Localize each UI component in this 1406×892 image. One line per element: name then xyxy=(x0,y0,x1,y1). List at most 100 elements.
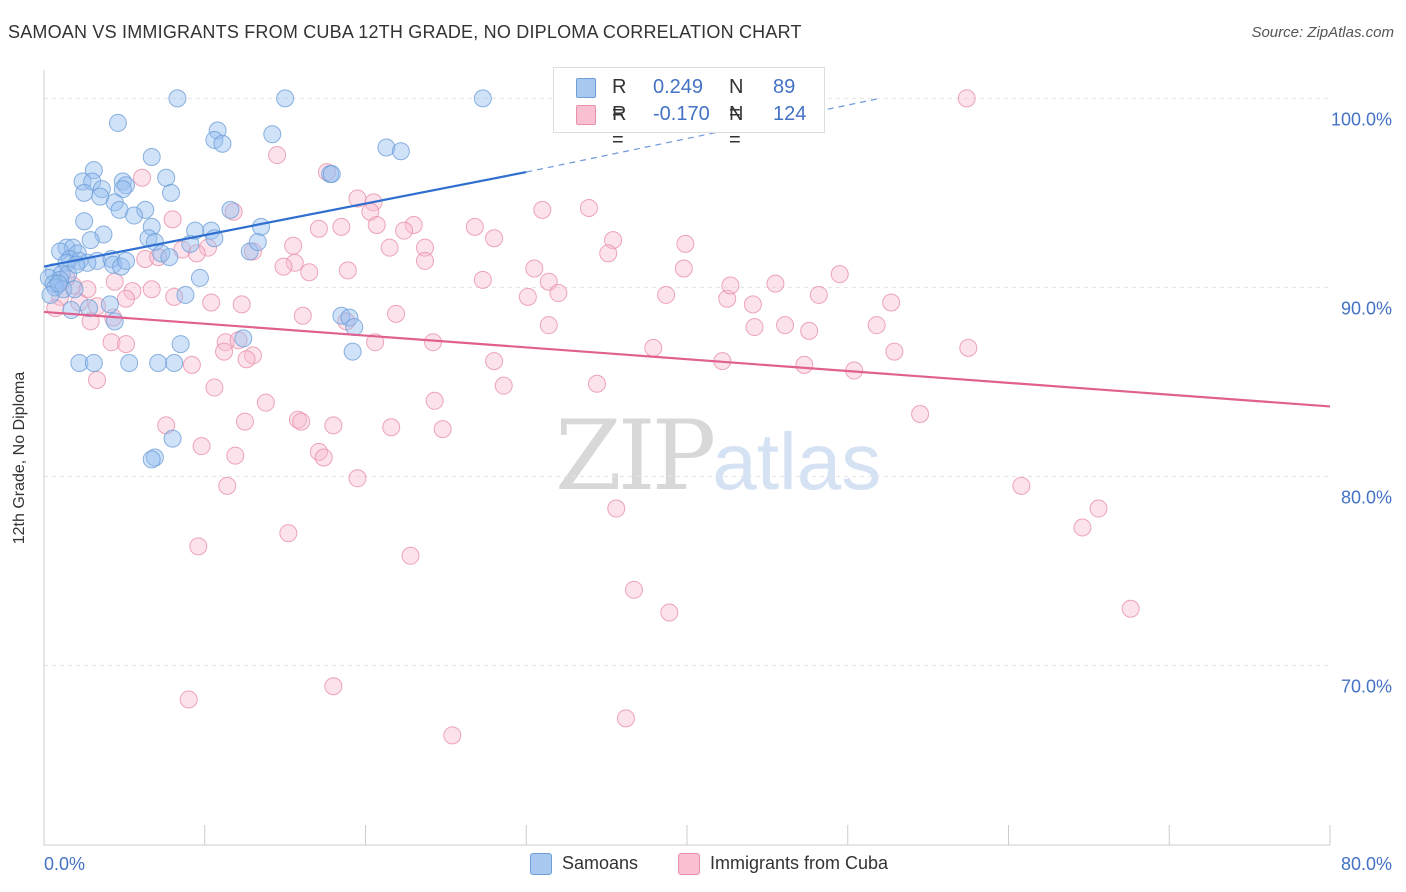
samoans-point xyxy=(276,89,295,108)
cuba-point xyxy=(215,342,234,361)
cuba-point xyxy=(332,217,351,236)
cuba-point xyxy=(485,229,504,248)
samoans-point xyxy=(473,89,492,108)
samoans-point xyxy=(160,248,179,267)
stats-legend: R = 0.249 N = 89 R = -0.170 N = 124 xyxy=(553,67,825,151)
samoans-point xyxy=(142,147,161,166)
cuba-point xyxy=(676,234,695,253)
cuba-point xyxy=(324,677,343,696)
cuba-point xyxy=(473,270,492,289)
cuba-point xyxy=(116,289,135,308)
bottom-legend-label-samoans: Samoans xyxy=(562,853,639,873)
cuba-point xyxy=(743,295,762,314)
cuba-point xyxy=(232,295,251,314)
samoans-point xyxy=(136,200,155,219)
cuba-point xyxy=(338,261,357,280)
bottom-legend-swatch-samoans xyxy=(530,853,552,876)
cuba-point xyxy=(367,216,386,234)
cuba-point xyxy=(81,312,100,331)
watermark-atlas: atlas xyxy=(712,417,882,506)
bottom-legend-label-cuba: Immigrants from Cuba xyxy=(710,853,889,873)
cuba-point xyxy=(309,219,328,238)
cuba-point xyxy=(274,257,293,276)
cuba-point xyxy=(309,442,328,461)
cuba-point xyxy=(123,282,142,301)
cuba-point xyxy=(1121,599,1140,618)
samoans-point xyxy=(248,233,267,252)
cuba-point xyxy=(494,376,513,395)
legend-swatch-cuba xyxy=(576,105,596,125)
cuba-point xyxy=(292,412,311,431)
samoans-point xyxy=(171,335,190,354)
cuba-point xyxy=(366,333,385,352)
cuba-point xyxy=(182,355,201,374)
cuba-point xyxy=(88,371,107,389)
cuba-point xyxy=(284,236,303,255)
cuba-point xyxy=(433,420,452,439)
samoans-point xyxy=(149,353,168,372)
cuba-point xyxy=(404,216,423,234)
cuba-point xyxy=(116,335,135,354)
cuba-point xyxy=(587,374,606,393)
cuba-point xyxy=(285,253,304,272)
samoans-point xyxy=(163,429,182,448)
cuba-point xyxy=(1089,499,1108,518)
samoans-point xyxy=(100,295,119,314)
y-tick-label: 80.0% xyxy=(1341,487,1392,507)
cuba-point xyxy=(279,524,298,543)
cuba-point xyxy=(142,280,161,299)
samoans-point xyxy=(125,206,144,225)
cuba-point xyxy=(660,603,679,622)
cuba-point xyxy=(766,274,785,293)
cuba-point xyxy=(485,352,504,371)
samoans-point xyxy=(75,212,94,231)
cuba-point xyxy=(189,537,208,556)
samoans-point xyxy=(65,280,84,299)
cuba-point xyxy=(800,321,819,340)
y-axis-label: 12th Grade, No Diploma xyxy=(11,371,28,545)
cuba-point xyxy=(1012,476,1031,495)
cuba-point xyxy=(288,410,307,429)
legend-n-key: N = xyxy=(729,76,744,124)
samoans-point xyxy=(234,329,253,348)
samoans-point xyxy=(145,448,164,467)
cuba-point xyxy=(415,238,434,257)
watermark-zip: ZIP xyxy=(555,400,716,512)
cuba-point xyxy=(293,306,312,325)
cuba-point xyxy=(198,238,217,257)
cuba-point xyxy=(443,726,462,745)
cuba-point xyxy=(165,287,184,306)
samoans-point xyxy=(105,312,124,331)
samoans-point xyxy=(112,257,131,276)
samoans-point xyxy=(75,183,94,202)
cuba-point xyxy=(202,293,221,312)
samoans-point xyxy=(340,308,359,327)
samoans-point xyxy=(84,161,103,180)
bottom-legend-cuba: Immigrants from Cuba xyxy=(678,851,889,876)
bottom-legend-samoans: Samoans xyxy=(530,851,639,876)
samoans-point xyxy=(49,274,68,293)
cuba-point xyxy=(721,276,740,295)
legend-r-value: -0.170 xyxy=(653,103,710,125)
samoans-point xyxy=(161,183,180,202)
cuba-point xyxy=(539,316,558,335)
cuba-point xyxy=(187,244,206,263)
cuba-point xyxy=(102,333,121,352)
cuba-point xyxy=(745,318,764,337)
cuba-point xyxy=(382,418,401,437)
cuba-point xyxy=(911,405,930,424)
cuba-point xyxy=(224,202,243,221)
samoans-point xyxy=(73,172,92,191)
cuba-point xyxy=(657,285,676,304)
cuba-point xyxy=(830,265,849,284)
cuba-point xyxy=(387,304,406,323)
samoans-point xyxy=(168,89,187,108)
watermark: ZIPatlas xyxy=(555,400,881,512)
cuba-point xyxy=(235,412,254,431)
cuba-point xyxy=(218,476,237,495)
samoans-point xyxy=(252,217,271,236)
x-tick-label: 80.0% xyxy=(1341,854,1392,874)
cuba-point xyxy=(256,393,275,412)
cuba-point xyxy=(776,316,795,335)
samoans-point xyxy=(113,180,132,199)
